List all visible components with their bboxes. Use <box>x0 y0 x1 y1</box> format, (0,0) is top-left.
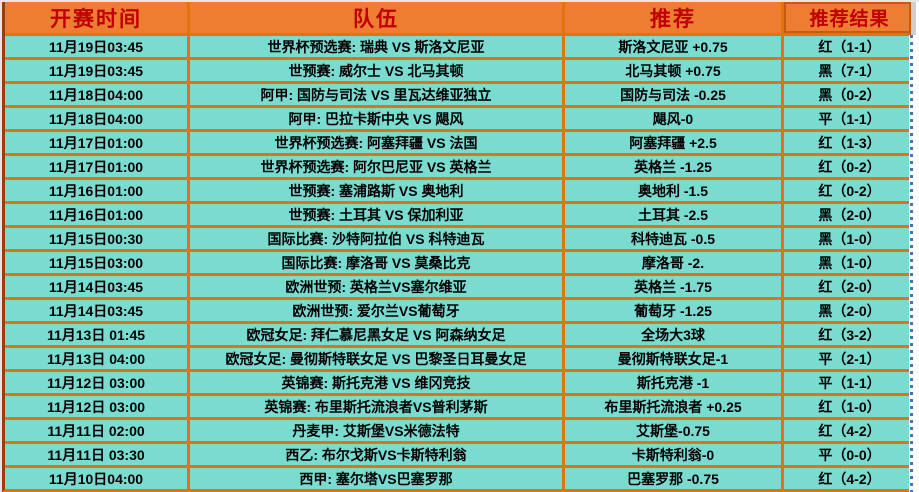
left-edge-strip <box>0 2 2 492</box>
cell-start-time[interactable]: 11月14日03:45 <box>5 276 187 297</box>
header-start-time[interactable]: 开赛时间 <box>5 2 187 33</box>
cell-recommendation[interactable]: 阿塞拜疆 +2.5 <box>565 132 781 153</box>
cell-recommendation-result[interactable]: 红（2-0） <box>784 276 915 297</box>
cell-start-time[interactable]: 11月17日01:00 <box>5 132 187 153</box>
cell-recommendation-result[interactable]: 黑（7-1） <box>784 60 915 81</box>
cell-recommendation-result[interactable]: 平（0-0） <box>784 444 915 465</box>
cell-recommendation-result[interactable]: 红（3-2） <box>784 324 915 345</box>
cell-start-time[interactable]: 11月10日04:00 <box>5 468 187 489</box>
cell-teams[interactable]: 英锦赛: 布里斯托流浪者VS普利茅斯 <box>190 396 562 417</box>
cell-recommendation-result[interactable]: 红（1-0） <box>784 396 915 417</box>
cell-teams[interactable]: 世预赛: 土耳其 VS 保加利亚 <box>190 204 562 225</box>
cell-teams[interactable]: 欧冠女足: 曼彻斯特联女足 VS 巴黎圣日耳曼女足 <box>190 348 562 369</box>
cell-recommendation[interactable]: 科特迪瓦 -0.5 <box>565 228 781 249</box>
cell-recommendation[interactable]: 北马其顿 +0.75 <box>565 60 781 81</box>
cell-recommendation-result[interactable]: 黑（1-0） <box>784 228 915 249</box>
cell-teams[interactable]: 欧洲世预: 爱尔兰VS葡萄牙 <box>190 300 562 321</box>
top-edge-strip <box>0 0 919 2</box>
cell-start-time[interactable]: 11月13日 04:00 <box>5 348 187 369</box>
cell-recommendation-result[interactable]: 黑（2-0） <box>784 204 915 225</box>
cell-recommendation[interactable]: 葡萄牙 -1.25 <box>565 300 781 321</box>
cell-start-time[interactable]: 11月12日 03:00 <box>5 372 187 393</box>
cell-start-time[interactable]: 11月15日03:00 <box>5 252 187 273</box>
header-teams[interactable]: 队伍 <box>190 2 562 33</box>
cell-recommendation[interactable]: 斯托克港 -1 <box>565 372 781 393</box>
cell-start-time[interactable]: 11月11日 03:30 <box>5 444 187 465</box>
cell-recommendation[interactable]: 飓风-0 <box>565 108 781 129</box>
cell-recommendation[interactable]: 土耳其 -2.5 <box>565 204 781 225</box>
cell-recommendation-result[interactable]: 黑（0-2） <box>784 84 915 105</box>
right-rail <box>909 2 916 492</box>
cell-teams[interactable]: 国际比赛: 沙特阿拉伯 VS 科特迪瓦 <box>190 228 562 249</box>
cell-teams[interactable]: 欧洲世预: 英格兰VS塞尔维亚 <box>190 276 562 297</box>
cell-recommendation-result[interactable]: 黑（2-0） <box>784 300 915 321</box>
cell-recommendation[interactable]: 英格兰 -1.75 <box>565 276 781 297</box>
cell-teams[interactable]: 世界杯预选赛: 阿尔巴尼亚 VS 英格兰 <box>190 156 562 177</box>
cell-recommendation-result[interactable]: 平（2-1） <box>784 348 915 369</box>
cell-recommendation-result[interactable]: 红（0-2） <box>784 156 915 177</box>
cell-recommendation-result[interactable]: 红（0-2） <box>784 180 915 201</box>
cell-recommendation[interactable]: 巴塞罗那 -0.75 <box>565 468 781 489</box>
cell-recommendation-result[interactable]: 平（1-1） <box>784 372 915 393</box>
cell-start-time[interactable]: 11月18日04:00 <box>5 84 187 105</box>
cell-recommendation-result[interactable]: 红（1-3） <box>784 132 915 153</box>
cell-recommendation-result[interactable]: 红（1-1） <box>784 36 915 57</box>
cell-start-time[interactable]: 11月16日01:00 <box>5 180 187 201</box>
cell-start-time[interactable]: 11月19日03:45 <box>5 60 187 81</box>
header-recommendation-result[interactable]: 推荐结果 <box>784 2 915 33</box>
cell-start-time[interactable]: 11月14日03:45 <box>5 300 187 321</box>
cell-start-time[interactable]: 11月19日03:45 <box>5 36 187 57</box>
cell-recommendation[interactable]: 摩洛哥 -2. <box>565 252 781 273</box>
cell-recommendation[interactable]: 全场大3球 <box>565 324 781 345</box>
header-recommendation[interactable]: 推荐 <box>565 2 781 33</box>
cell-recommendation[interactable]: 英格兰 -1.25 <box>565 156 781 177</box>
cell-teams[interactable]: 世预赛: 威尔士 VS 北马其顿 <box>190 60 562 81</box>
cell-start-time[interactable]: 11月17日01:00 <box>5 156 187 177</box>
cell-teams[interactable]: 国际比赛: 摩洛哥 VS 莫桑比克 <box>190 252 562 273</box>
cell-recommendation-result[interactable]: 黑（1-0） <box>784 252 915 273</box>
cell-teams[interactable]: 阿甲: 国防与司法 VS 里瓦达维亚独立 <box>190 84 562 105</box>
cell-teams[interactable]: 世预赛: 塞浦路斯 VS 奥地利 <box>190 180 562 201</box>
cell-teams[interactable]: 欧冠女足: 拜仁慕尼黑女足 VS 阿森纳女足 <box>190 324 562 345</box>
page-break-dashed-line <box>909 35 916 492</box>
cell-recommendation[interactable]: 斯洛文尼亚 +0.75 <box>565 36 781 57</box>
cell-recommendation[interactable]: 国防与司法 -0.25 <box>565 84 781 105</box>
cell-start-time[interactable]: 11月16日01:00 <box>5 204 187 225</box>
cell-teams[interactable]: 阿甲: 巴拉卡斯中央 VS 飓风 <box>190 108 562 129</box>
cell-recommendation[interactable]: 艾斯堡-0.75 <box>565 420 781 441</box>
cell-start-time[interactable]: 11月12日 03:00 <box>5 396 187 417</box>
cell-recommendation-result[interactable]: 红（4-2） <box>784 468 915 489</box>
cell-start-time[interactable]: 11月13日 01:45 <box>5 324 187 345</box>
header-corner-notch <box>909 2 916 35</box>
cell-teams[interactable]: 西乙: 布尔戈斯VS卡斯特利翁 <box>190 444 562 465</box>
cell-recommendation[interactable]: 奥地利 -1.5 <box>565 180 781 201</box>
cell-start-time[interactable]: 11月15日00:30 <box>5 228 187 249</box>
cell-recommendation-result[interactable]: 红（4-2） <box>784 420 915 441</box>
cell-recommendation[interactable]: 卡斯特利翁-0 <box>565 444 781 465</box>
cell-teams[interactable]: 英锦赛: 斯托克港 VS 维冈竞技 <box>190 372 562 393</box>
cell-teams[interactable]: 丹麦甲: 艾斯堡VS米德法特 <box>190 420 562 441</box>
cell-teams[interactable]: 世界杯预选赛: 瑞典 VS 斯洛文尼亚 <box>190 36 562 57</box>
cell-start-time[interactable]: 11月18日04:00 <box>5 108 187 129</box>
cell-teams[interactable]: 世界杯预选赛: 阿塞拜疆 VS 法国 <box>190 132 562 153</box>
cell-recommendation[interactable]: 曼彻斯特联女足-1 <box>565 348 781 369</box>
cell-recommendation[interactable]: 布里斯托流浪者 +0.25 <box>565 396 781 417</box>
cell-start-time[interactable]: 11月11日 02:00 <box>5 420 187 441</box>
cell-recommendation-result[interactable]: 平（1-1） <box>784 108 915 129</box>
cell-teams[interactable]: 西甲: 塞尔塔VS巴塞罗那 <box>190 468 562 489</box>
